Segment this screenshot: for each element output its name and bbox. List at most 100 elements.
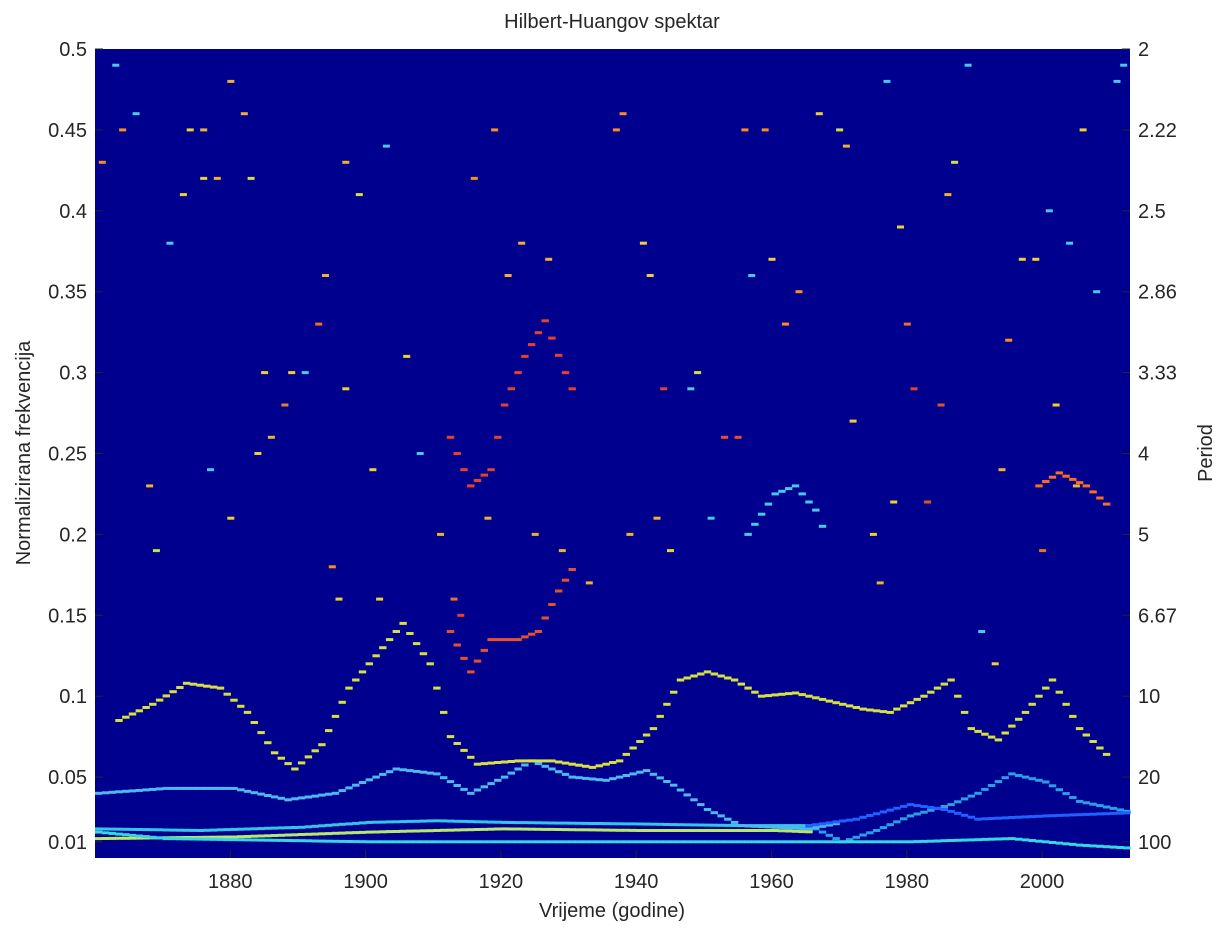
ridge-cell (818, 840, 827, 844)
ridge-cell (521, 827, 529, 831)
spectrum-point (200, 128, 208, 132)
ridge-cell (778, 829, 786, 833)
spectrum-ridge (115, 621, 1111, 771)
ridge-cell (203, 828, 211, 832)
ridge-cell (1055, 813, 1063, 817)
ridge-cell (1055, 788, 1063, 792)
ridge-cell (426, 829, 434, 833)
ridge-cell (1015, 837, 1023, 841)
ridge-cell (257, 792, 265, 796)
ridge-cell (514, 759, 522, 763)
ridge-cell (1055, 471, 1063, 475)
ridge-cell (541, 827, 549, 831)
ridge-cell (392, 840, 400, 844)
ridge-cell (162, 837, 170, 841)
ridge-cell (751, 840, 759, 844)
ridge-cell (703, 829, 712, 832)
ridge-cell (683, 793, 691, 797)
ridge-cell (507, 771, 515, 775)
ridge-cell (866, 840, 874, 844)
ridge-cell (994, 738, 1003, 742)
ridge-cell (825, 840, 833, 844)
ridge-cell (730, 820, 739, 824)
ridge-cell (744, 840, 752, 844)
ridge-cell (771, 829, 779, 832)
ridge-cell (365, 778, 373, 782)
y-tick-label: 0.5 (59, 39, 87, 61)
ridge-cell (392, 830, 400, 833)
ridge-cell (487, 840, 495, 844)
spectrum-point (707, 516, 715, 520)
ridge-cell (548, 840, 556, 844)
ridge-cell (595, 828, 603, 832)
spectrum-point (200, 176, 208, 180)
ridge-cell (203, 684, 211, 688)
ridge-cell (385, 820, 394, 824)
spectrum-point (978, 630, 986, 633)
ridge-cell (615, 822, 624, 826)
spectrum-point (1066, 241, 1074, 245)
ridge-cell (839, 819, 847, 823)
spectrum-point (132, 112, 140, 116)
spectrum-ridge (95, 827, 813, 841)
ridge-cell (453, 643, 461, 647)
ridge-cell (446, 630, 455, 633)
ridge-cell (379, 820, 387, 824)
ridge-cell (778, 692, 786, 696)
ridge-cell (467, 791, 475, 795)
ridge-cell (291, 839, 299, 843)
ridge-cell (548, 767, 556, 771)
ridge-cell (345, 840, 353, 843)
ridge-cell (467, 670, 475, 674)
ridge-cell (297, 796, 306, 800)
ridge-cell (602, 840, 610, 844)
ridge-cell (649, 840, 658, 844)
ridge-cell (1102, 812, 1111, 816)
ridge-cell (670, 823, 678, 827)
ridge-cell (473, 820, 482, 824)
ridge-cell (1015, 774, 1023, 777)
ridge-cell (480, 648, 488, 652)
ridge-cell (1048, 475, 1057, 479)
spectrum-point (842, 144, 850, 148)
ridge-cell (331, 714, 340, 718)
ridge-cell (737, 829, 745, 832)
ridge-cell (1089, 490, 1097, 494)
ridge-cell (900, 804, 908, 808)
ridge-cell (399, 840, 407, 844)
ridge-cell (1001, 837, 1009, 841)
ridge-cell (521, 763, 529, 767)
spectrum-point (849, 419, 857, 423)
ridge-cell (426, 662, 434, 666)
ridge-cell (169, 828, 177, 832)
ridge-cell (670, 690, 678, 694)
ridge-cell (724, 676, 732, 680)
ridge-cell (872, 709, 881, 713)
x-tick-label: 1940 (614, 871, 659, 893)
ridge-cell (568, 775, 576, 779)
ridge-cell (128, 789, 137, 793)
spectrum-point (112, 63, 120, 67)
ridge-cell (825, 833, 833, 837)
ridge-cell (277, 796, 285, 800)
ridge-cell (453, 840, 461, 844)
ridge-cell (318, 839, 326, 843)
spectrum-point (903, 322, 911, 326)
ridge-cell (514, 638, 522, 642)
ridge-cell (683, 840, 691, 844)
ridge-cell (839, 840, 847, 844)
ridge-cell (974, 791, 982, 795)
spectrum-point (897, 225, 904, 229)
ridge-cell (1015, 717, 1023, 721)
ridge-cell (987, 735, 996, 739)
ridge-cell (778, 840, 786, 844)
ridge-cell (548, 821, 556, 825)
ridge-cell (433, 819, 441, 823)
ridge-cell (818, 822, 827, 826)
ridge-cell (446, 819, 455, 823)
ridge-cell (1042, 840, 1050, 844)
ridge-cell (311, 749, 319, 753)
ridge-cell (730, 824, 739, 827)
ridge-cell (588, 822, 597, 825)
ridge-cell (101, 837, 110, 840)
